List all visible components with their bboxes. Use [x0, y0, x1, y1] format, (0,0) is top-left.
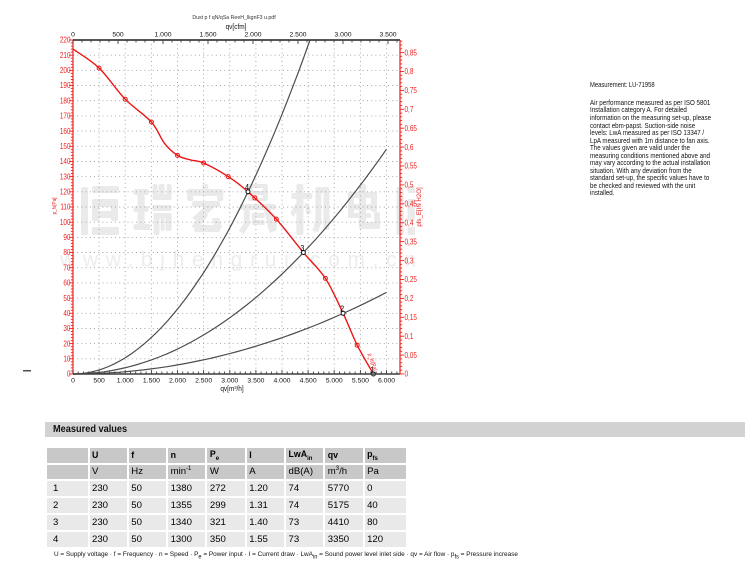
svg-text:10: 10: [63, 355, 70, 364]
svg-text:5.000: 5.000: [326, 378, 343, 385]
svg-text:210: 210: [60, 51, 71, 60]
svg-text:170: 170: [60, 112, 71, 121]
svg-text:0,15: 0,15: [405, 313, 417, 322]
svg-text:90: 90: [63, 234, 70, 243]
svg-text:220: 220: [60, 36, 71, 45]
svg-text:Dust p f qN/qSa ReeH_lkgnF3 u.: Dust p f qN/qSa ReeH_lkgnF3 u.pdf: [192, 15, 276, 21]
svg-text:140: 140: [60, 158, 71, 167]
svg-text:3: 3: [300, 243, 304, 253]
svg-text:1.000: 1.000: [117, 378, 134, 385]
svg-text:0,1: 0,1: [405, 332, 414, 341]
svg-text:2.000: 2.000: [169, 378, 186, 385]
svg-text:0: 0: [71, 32, 75, 39]
svg-text:1.500: 1.500: [199, 32, 216, 39]
svg-text:0,75: 0,75: [405, 87, 417, 96]
svg-text:4.000: 4.000: [273, 378, 290, 385]
svg-text:120: 120: [60, 188, 71, 197]
svg-text:0: 0: [71, 378, 75, 385]
svg-text:qv[cfm]: qv[cfm]: [226, 24, 247, 31]
svg-text:110: 110: [60, 203, 70, 212]
svg-text:0: 0: [405, 370, 409, 379]
svg-text:0,45: 0,45: [405, 200, 417, 209]
svg-text:1.000: 1.000: [154, 32, 171, 39]
svg-text:130: 130: [60, 173, 71, 182]
svg-text:0,25: 0,25: [405, 276, 417, 285]
svg-text:190: 190: [60, 82, 71, 91]
svg-text:1: 1: [370, 365, 374, 375]
svg-text:3.500: 3.500: [247, 378, 264, 385]
svg-text:3.500: 3.500: [379, 32, 396, 39]
svg-text:80: 80: [63, 249, 70, 258]
svg-text:2: 2: [340, 304, 344, 314]
svg-text:0,35: 0,35: [405, 238, 417, 247]
svg-text:2.500: 2.500: [289, 32, 306, 39]
svg-text:2.500: 2.500: [195, 378, 212, 385]
svg-text:3.000: 3.000: [221, 378, 238, 385]
svg-text:0,65: 0,65: [405, 124, 417, 133]
svg-text:pfs_E[IN H2O]: pfs_E[IN H2O]: [416, 187, 423, 227]
svg-text:0: 0: [67, 370, 71, 379]
svg-text:0,4: 0,4: [405, 219, 414, 228]
svg-text:180: 180: [60, 97, 71, 106]
svg-text:200: 200: [60, 67, 71, 76]
svg-text:4.500: 4.500: [300, 378, 317, 385]
svg-text:0,5: 0,5: [405, 181, 414, 190]
svg-text:qv[m³/h]: qv[m³/h]: [220, 386, 243, 393]
svg-text:1.500: 1.500: [143, 378, 160, 385]
svg-text:60: 60: [63, 279, 70, 288]
svg-text:0,3: 0,3: [405, 257, 414, 266]
svg-text:30: 30: [63, 325, 70, 334]
svg-text:5.500: 5.500: [352, 378, 369, 385]
svg-text:20: 20: [63, 340, 70, 349]
svg-text:500: 500: [93, 378, 105, 385]
svg-text:150: 150: [60, 142, 71, 151]
svg-text:2.000: 2.000: [244, 32, 261, 39]
svg-text:0,2: 0,2: [405, 295, 414, 304]
svg-text:0,6: 0,6: [405, 143, 414, 152]
svg-text:4: 4: [245, 183, 250, 193]
svg-text:0,85: 0,85: [405, 49, 417, 58]
svg-text:p_fs[Pa]: p_fs[Pa]: [52, 197, 58, 214]
svg-text:6.000: 6.000: [378, 378, 395, 385]
svg-text:160: 160: [60, 127, 71, 136]
svg-text:0,05: 0,05: [405, 351, 417, 360]
svg-text:70: 70: [63, 264, 70, 273]
svg-text:0,8: 0,8: [405, 68, 414, 77]
svg-text:3.000: 3.000: [334, 32, 351, 39]
svg-text:500: 500: [112, 32, 124, 39]
svg-text:50: 50: [63, 294, 70, 303]
svg-text:p_fs[Pa]: p_fs[Pa]: [366, 353, 378, 373]
svg-text:0,7: 0,7: [405, 105, 414, 114]
svg-text:0,55: 0,55: [405, 162, 417, 171]
svg-text:40: 40: [63, 309, 70, 318]
svg-text:100: 100: [60, 218, 71, 227]
